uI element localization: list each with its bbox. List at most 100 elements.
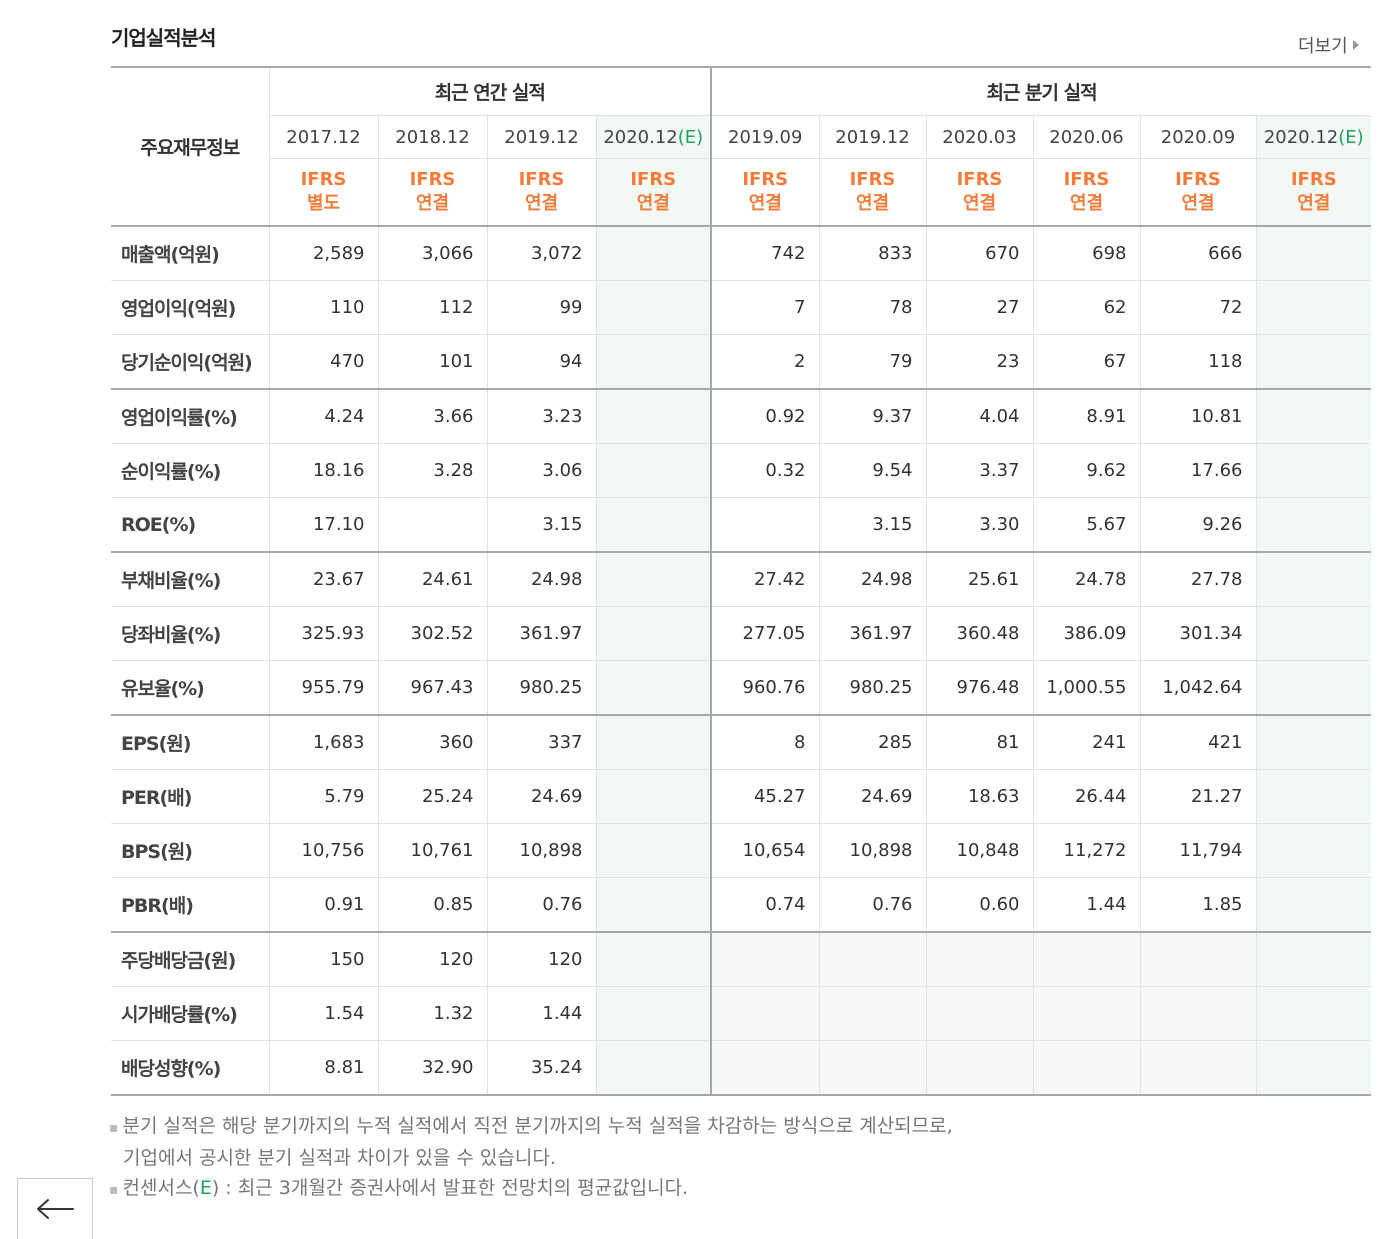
row-label: 영업이익률(%) (111, 388, 270, 444)
table-cell (1139, 986, 1257, 1041)
table-cell: 8 (710, 714, 820, 770)
table-cell: 0.32 (710, 443, 820, 498)
table-cell (1255, 225, 1372, 281)
table-cell: 9.54 (818, 443, 927, 498)
period-header: 2020.09 (1139, 115, 1257, 159)
table-cell: 337 (486, 714, 597, 770)
table-row: 당좌비율(%) 325.93 302.52 361.97 277.05 361.97 360… (111, 606, 1372, 661)
table-cell: 3,072 (486, 225, 597, 281)
table-cell: 3.15 (818, 497, 927, 553)
period-header: 2020.06 (1032, 115, 1141, 159)
table-cell: 8.91 (1032, 388, 1141, 444)
table-cell: 1.85 (1139, 877, 1257, 933)
table-cell (595, 280, 712, 335)
table-cell (595, 334, 712, 390)
table-cell: 24.78 (1032, 551, 1141, 607)
table-cell (595, 660, 712, 716)
row-label: 매출액(억원) (111, 225, 270, 281)
table-cell: 955.79 (268, 660, 379, 716)
row-label: PBR(배) (111, 877, 270, 933)
more-link[interactable]: 더보기 (1298, 32, 1359, 58)
table-row: EPS(원) 1,683 360 337 8 285 81 241 421 (111, 714, 1372, 770)
table-cell (925, 986, 1034, 1041)
table-cell: 94 (486, 334, 597, 390)
table-row: PBR(배) 0.91 0.85 0.76 0.74 0.76 0.60 1.44 1.85 (111, 877, 1372, 933)
table-cell: 833 (818, 225, 927, 281)
table-cell: 1.44 (1032, 877, 1141, 933)
period-header: 2020.03 (925, 115, 1034, 159)
table-cell: 8.81 (268, 1040, 379, 1096)
accounting-standard: IFRS 연결 (710, 158, 820, 227)
table-cell: 72 (1139, 280, 1257, 335)
table-cell: 67 (1032, 334, 1141, 390)
table-cell (595, 986, 712, 1041)
row-label: 배당성향(%) (111, 1040, 270, 1096)
table-cell: 81 (925, 714, 1034, 770)
table-cell (710, 931, 820, 987)
table-cell: 0.74 (710, 877, 820, 933)
table-row: 주당배당금(원) 150 120 120 (111, 931, 1372, 987)
table-cell: 4.04 (925, 388, 1034, 444)
table-cell: 112 (377, 280, 488, 335)
table-cell (710, 1040, 820, 1096)
table-cell: 3.37 (925, 443, 1034, 498)
table-cell (595, 443, 712, 498)
table-cell: 976.48 (925, 660, 1034, 716)
table-cell: 361.97 (818, 606, 927, 661)
row-label: 시가배당률(%) (111, 986, 270, 1041)
table-cell: 18.63 (925, 769, 1034, 824)
table-cell: 742 (710, 225, 820, 281)
table-cell: 5.79 (268, 769, 379, 824)
table-cell: 0.76 (486, 877, 597, 933)
table-cell: 3.23 (486, 388, 597, 444)
table-cell (1032, 931, 1141, 987)
table-cell: 24.61 (377, 551, 488, 607)
note-item-continued: 기업에서 공시한 분기 실적과 차이가 있을 수 있습니다. (123, 1147, 556, 1169)
note-item: ▪ 분기 실적은 해당 분기까지의 누적 실적에서 직전 분기까지의 누적 실적을… (109, 1115, 953, 1137)
table-cell: 360.48 (925, 606, 1034, 661)
back-button[interactable] (17, 1178, 93, 1239)
table-cell: 386.09 (1032, 606, 1141, 661)
table-cell: 4.24 (268, 388, 379, 444)
section-title: 기업실적분석 (111, 26, 216, 50)
group-header-annual: 최근 연간 실적 (268, 66, 712, 116)
table-cell (1032, 1040, 1141, 1096)
table-cell: 1.32 (377, 986, 488, 1041)
table-cell: 11,794 (1139, 823, 1257, 878)
period-header: 2020.12(E) (595, 115, 712, 159)
table-cell: 150 (268, 931, 379, 987)
table-cell (818, 986, 927, 1041)
table-cell (1255, 986, 1372, 1041)
table-cell: 10,848 (925, 823, 1034, 878)
period-header: 2017.12 (269, 115, 379, 159)
table-cell (1255, 551, 1372, 607)
row-label: 부채비율(%) (111, 551, 270, 607)
table-cell (1139, 931, 1257, 987)
table-cell: 960.76 (710, 660, 820, 716)
accounting-standard: IFRS 연결 (486, 158, 597, 227)
accounting-standard: IFRS 연결 (1032, 158, 1141, 227)
accounting-standard: IFRS 연결 (818, 158, 927, 227)
table-cell (925, 931, 1034, 987)
table-cell (1255, 660, 1372, 716)
row-label: 당기순이익(억원) (111, 334, 270, 390)
table-cell: 10,898 (486, 823, 597, 878)
table-cell: 24.69 (486, 769, 597, 824)
table-cell: 1,000.55 (1032, 660, 1141, 716)
table-cell: 27.42 (710, 551, 820, 607)
group-header-quarter: 최근 분기 실적 (710, 66, 1372, 116)
notes: ▪ 분기 실적은 해당 분기까지의 누적 실적에서 직전 분기까지의 누적 실적을… (109, 1111, 953, 1205)
table-cell: 980.25 (818, 660, 927, 716)
table-cell: 301.34 (1139, 606, 1257, 661)
table-cell: 0.85 (377, 877, 488, 933)
table-cell: 26.44 (1032, 769, 1141, 824)
table-cell (595, 1040, 712, 1096)
table-cell (595, 769, 712, 824)
table-cell (377, 497, 488, 553)
table-cell (925, 1040, 1034, 1096)
accounting-standard: IFRS 연결 (1139, 158, 1257, 227)
table-cell: 78 (818, 280, 927, 335)
triangle-right-icon (1352, 40, 1359, 50)
more-link-label[interactable]: 더보기 (1298, 36, 1348, 57)
table-cell: 470 (268, 334, 379, 390)
